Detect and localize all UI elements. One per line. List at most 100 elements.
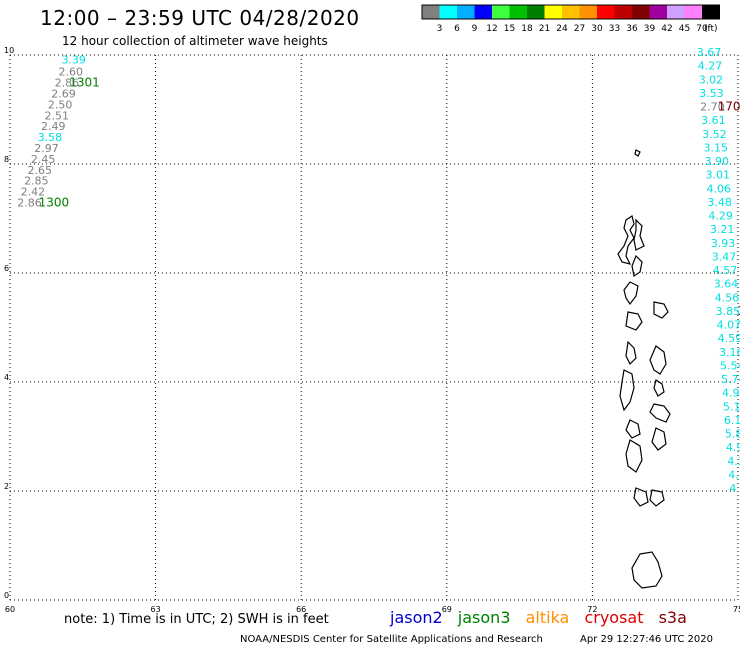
wave-height-value: 4.9 [726,441,740,454]
legend-label: 9 [472,24,478,34]
x-tick-label: 69 [442,605,452,614]
legend-swatch [509,5,527,19]
wave-height-value: 4.29 [708,210,733,223]
legend-label: 39 [644,24,656,34]
wave-height-value: 3.47 [712,250,737,263]
x-tick-label: 60 [5,605,15,614]
legend-label: 3 [437,24,443,34]
wave-height-value: 4.06 [706,182,731,195]
wave-height-value: 2.97 [34,142,59,155]
legend-swatch [474,5,492,19]
credit-text: NOAA/NESDIS Center for Satellite Applica… [240,634,543,645]
wave-height-value: 2.86 [55,77,80,90]
wave-height-value: 2.85 [24,175,49,188]
y-tick-label: 0 [4,591,9,600]
grid: 60 63 66 69 72 75 0 2 4 6 8 10 [4,46,740,614]
legend-label: 15 [504,24,515,34]
island-outline [653,379,665,397]
legend-label: 18 [521,24,533,34]
y-tick-label: 6 [4,264,9,273]
wave-height-value: 2.51 [44,109,68,122]
legend-unit: (ft) [704,24,718,34]
island-outline [633,218,645,251]
legend-label: 36 [626,24,638,34]
legend-label: 33 [609,24,620,34]
legend-swatch [562,5,580,19]
wave-height-value: 5.74 [721,373,740,386]
legend-label: 42 [661,24,672,34]
pass-time-label: 1301 [69,76,100,90]
legend-swatch [614,5,632,19]
legend-label: 21 [539,24,550,34]
legend-label: 12 [486,24,497,34]
wave-height-value: 2.45 [31,153,55,166]
wave-height-value: 4.56 [715,291,740,304]
satellite-legend: jason2 jason3 altika cryosat s3a [390,608,697,627]
wave-height-value: 2.49 [41,120,66,133]
legend-label: 27 [574,24,585,34]
wave-height-value: 2.42 [21,186,46,199]
wave-height-value: 5.19 [723,400,740,413]
legend-label: 24 [556,24,568,34]
legend-swatch [527,5,545,19]
pass-time-label: 1300 [39,196,70,210]
legend-label: 45 [679,24,690,34]
legend-swatch [684,5,702,19]
satellite-jason2: jason2 [390,608,443,627]
satellite-cryosat: cryosat [584,608,644,627]
wave-height-value: 3.39 [61,54,85,67]
wave-height-value: 4.59 [718,332,740,345]
legend-swatch [457,5,475,19]
wave-height-value: 3.58 [38,131,63,144]
pass-time-label: 1701 [718,100,740,114]
wave-height-value: 3.85 [716,305,740,318]
legend-swatch [544,5,562,19]
x-tick-label: 63 [151,605,161,614]
island-outline [651,427,667,451]
wave-height-value: 3.48 [707,196,732,209]
y-tick-label: 8 [4,155,9,164]
island-outline [634,149,641,157]
island-outline [633,487,649,507]
wave-height-value: 2.50 [48,98,73,111]
wave-height-value: 3.21 [710,223,735,236]
maldives-coastline [617,149,671,589]
x-tick-label: 75 [733,605,740,614]
legend-frame [421,4,720,20]
generated-timestamp: Apr 29 12:27:46 UTC 2020 [580,634,713,645]
legend-label: 6 [454,24,460,34]
note-text: note: 1) Time is in UTC; 2) SWH is in fe… [64,612,329,627]
legend-swatch [492,5,510,19]
island-outline [617,215,635,265]
satellite-jason3: jason3 [457,608,511,627]
wave-height-value: 4 [729,482,736,495]
island-outline [631,254,643,277]
y-tick-label: 2 [4,482,9,491]
wave-height-value: 3.93 [711,237,736,250]
wave-height-value: 2.69 [51,88,76,101]
island-outline [631,551,663,589]
wave-height-value: 4.07 [717,319,740,332]
island-outline [625,439,643,473]
wave-height-value: 2.86 [17,197,41,210]
y-tick-label: 10 [4,46,14,55]
legend-swatch [702,5,720,19]
page-title: 12:00 – 23:59 UTC 04/28/2020 [40,6,360,30]
island-outline [625,340,637,366]
satellite-altika: altika [525,608,570,627]
wave-height-value: 2.70 [700,101,725,114]
island-outline [649,489,665,507]
pass-time-label: 1 [737,304,740,318]
wave-height-value: 5.8 [725,428,740,441]
wave-height-value: 3.90 [705,155,730,168]
wave-height-value: 3.02 [699,73,724,86]
legend-swatch [579,5,597,19]
island-outline [625,311,643,331]
island-outline [649,403,671,423]
x-tick-label: 66 [296,605,306,614]
legend-swatch [649,5,667,19]
y-tick-label: 4 [4,373,9,382]
wave-height-value: 5.54 [720,359,740,372]
x-tick-label: 72 [587,605,597,614]
